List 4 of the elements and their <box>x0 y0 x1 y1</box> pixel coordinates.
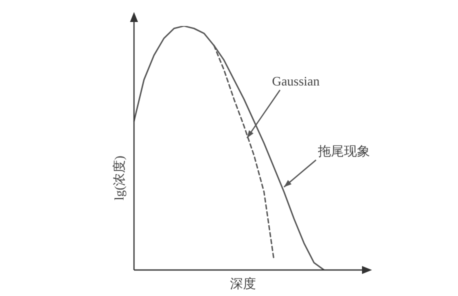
x-axis-title: 深度 <box>230 276 256 291</box>
text: 拖尾现象 <box>317 143 370 158</box>
text: Gaussian <box>272 73 320 88</box>
y-axis-title: lg(浓度) <box>111 156 126 200</box>
